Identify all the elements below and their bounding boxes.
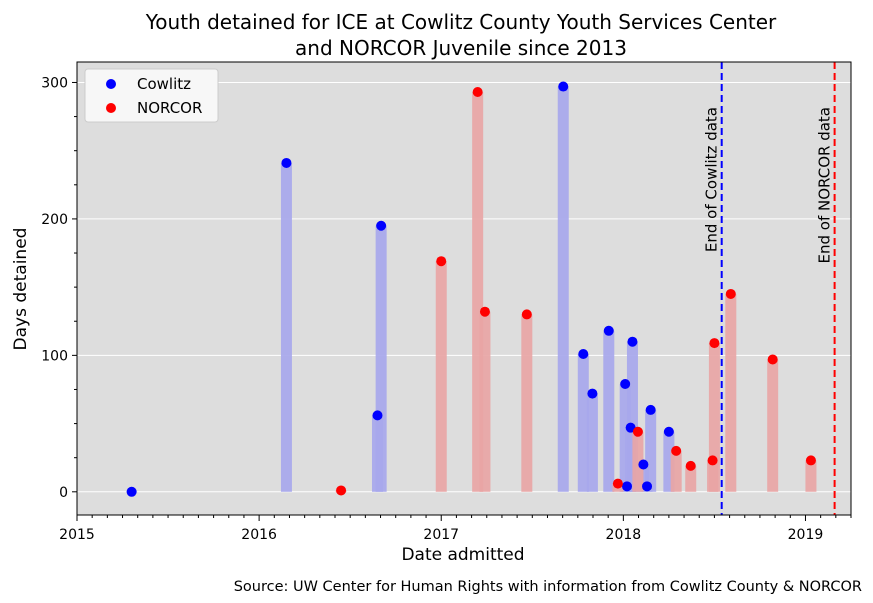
bar (663, 431, 675, 492)
data-point (521, 309, 532, 320)
bar (472, 92, 484, 492)
reference-line-label: End of Cowlitz data (703, 107, 721, 252)
data-point (632, 426, 643, 437)
bar (725, 293, 737, 492)
data-point (620, 379, 631, 390)
bar (586, 393, 598, 492)
bar (577, 353, 589, 492)
legend: Cowlitz NORCOR (84, 68, 219, 123)
points (126, 81, 816, 497)
data-point (685, 460, 696, 471)
data-point (281, 157, 292, 168)
reference-line-label: End of NORCOR data (816, 107, 834, 263)
legend-box (84, 68, 219, 123)
source-note: Source: UW Center for Human Rights with … (234, 579, 862, 595)
data-point (709, 338, 720, 349)
bar (767, 359, 779, 492)
data-point (126, 486, 137, 497)
data-point (612, 478, 623, 489)
data-point (587, 388, 598, 399)
data-point (372, 410, 383, 421)
bar (632, 431, 644, 492)
bar (670, 450, 682, 492)
y-axis-ticks: 0 100 200 300 (41, 75, 77, 501)
data-point (376, 220, 387, 231)
bar (375, 225, 387, 492)
x-axis-ticks: 2015 2016 2017 2018 2019 (59, 515, 852, 543)
x-tick-label: 2015 (59, 527, 95, 543)
data-point (625, 422, 636, 433)
reference-lines: End of Cowlitz data End of NORCOR data (703, 62, 836, 515)
data-point (436, 256, 447, 267)
data-point (472, 87, 483, 98)
bar (805, 460, 817, 492)
data-point (578, 348, 589, 359)
data-point (558, 81, 569, 92)
legend-marker-cowlitz (106, 79, 116, 89)
x-tick-label: 2018 (606, 527, 642, 543)
data-point (663, 426, 674, 437)
legend-label-norcor: NORCOR (137, 99, 202, 117)
data-point (627, 336, 638, 347)
bar (685, 465, 697, 492)
data-point (336, 485, 347, 496)
bar (557, 86, 569, 492)
x-tick-label: 2017 (423, 527, 459, 543)
bars (126, 86, 817, 493)
data-point (725, 288, 736, 299)
x-tick-label: 2016 (241, 527, 277, 543)
plot-frame (76, 61, 852, 516)
data-point (621, 481, 632, 492)
bar (603, 330, 615, 492)
data-point (805, 455, 816, 466)
y-tick-label: 0 (59, 485, 68, 501)
bar (626, 341, 638, 492)
x-axis-label: Date admitted (401, 545, 524, 565)
y-tick-label: 100 (41, 348, 68, 364)
bar (521, 314, 533, 492)
x-tick-label: 2019 (788, 527, 824, 543)
legend-marker-norcor (106, 103, 116, 113)
data-point (638, 459, 649, 470)
data-point (603, 325, 614, 336)
y-axis-label: Days detained (11, 228, 31, 351)
legend-label-cowlitz: Cowlitz (137, 75, 191, 93)
data-point (707, 455, 718, 466)
chart-title-line-2: and NORCOR Juvenile since 2013 (295, 36, 627, 60)
bar (280, 162, 292, 492)
y-tick-label: 200 (41, 212, 68, 228)
data-point (479, 306, 490, 317)
chart-title-line-1: Youth detained for ICE at Cowlitz County… (145, 10, 777, 34)
bar (479, 311, 491, 492)
bar (708, 343, 720, 492)
bar (435, 261, 447, 492)
data-point (645, 404, 656, 415)
data-point (767, 354, 778, 365)
y-tick-label: 300 (41, 75, 68, 91)
data-point (671, 445, 682, 456)
bar (645, 409, 657, 492)
data-point (642, 481, 653, 492)
